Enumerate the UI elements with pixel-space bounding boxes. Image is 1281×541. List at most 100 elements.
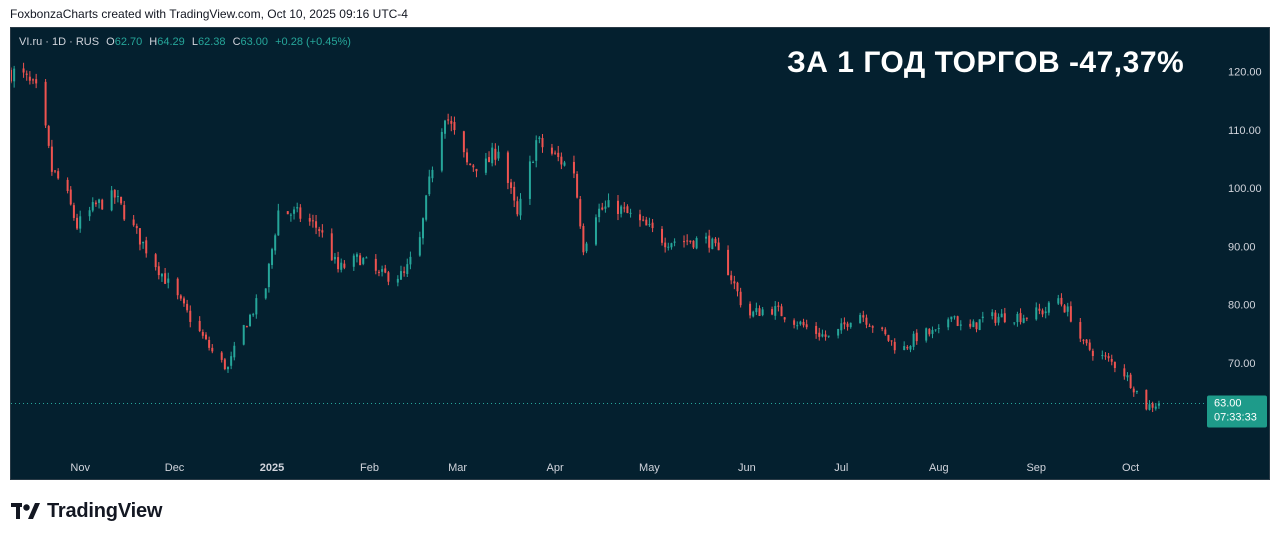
candle-body xyxy=(761,309,764,316)
candle-body xyxy=(384,268,387,273)
candle-body xyxy=(736,282,739,292)
candle-body xyxy=(497,151,500,159)
candle-body xyxy=(840,323,843,331)
candle-body xyxy=(815,325,818,334)
candle-body xyxy=(506,152,509,183)
tradingview-logo-icon xyxy=(11,502,40,519)
candle-body xyxy=(623,207,626,209)
close-label: C xyxy=(232,36,241,48)
candle-body xyxy=(220,352,223,360)
candle-body xyxy=(494,148,497,160)
candle-body xyxy=(1126,375,1129,378)
candle-body xyxy=(308,218,311,222)
chart-panel[interactable]: 70.00 80.00 90.00 100.00 110.00 120.00 Nov Dec 2… xyxy=(10,27,1270,480)
candle-body xyxy=(201,332,204,336)
candle-body xyxy=(560,156,563,165)
candle-body xyxy=(947,319,950,328)
candle-body xyxy=(337,257,340,270)
candle-body xyxy=(374,258,377,271)
candle-body xyxy=(887,334,890,341)
x-tick-label: Jul xyxy=(834,462,848,474)
candle-body xyxy=(639,214,641,221)
candle-body xyxy=(925,328,928,341)
candle-body xyxy=(11,69,12,82)
candle-body xyxy=(843,322,846,325)
x-tick-label: Oct xyxy=(1122,462,1139,474)
candle-body xyxy=(1041,310,1044,315)
candle-body xyxy=(50,146,53,172)
candle-body xyxy=(516,201,519,215)
candle-body xyxy=(157,266,160,276)
candle-body xyxy=(355,254,358,257)
candle-body xyxy=(69,189,72,205)
candle-body xyxy=(198,320,201,332)
candle-body xyxy=(859,314,862,324)
candle-body xyxy=(670,243,673,248)
x-tick-label: Aug xyxy=(929,462,949,474)
candle-body xyxy=(142,241,145,244)
candle-body xyxy=(686,240,689,242)
candle-body xyxy=(406,264,409,274)
candle-body xyxy=(145,240,148,254)
candle-body xyxy=(333,256,336,260)
candle-body xyxy=(399,271,402,280)
candle-body xyxy=(22,68,25,73)
candle-body xyxy=(1151,403,1154,408)
candle-body xyxy=(132,219,135,226)
candle-body xyxy=(462,131,465,153)
candle-body xyxy=(164,273,167,284)
candle-body xyxy=(519,198,522,216)
candle-body xyxy=(956,316,959,326)
candle-body xyxy=(1145,389,1148,410)
candle-body xyxy=(928,328,931,335)
candle-body xyxy=(47,126,50,146)
candle-body xyxy=(138,228,141,245)
candle-body xyxy=(1035,307,1038,320)
candle-body xyxy=(79,216,82,229)
candle-body xyxy=(154,254,157,268)
candle-body xyxy=(620,206,623,214)
candle-body xyxy=(204,334,207,340)
candle-body xyxy=(321,230,324,233)
candle-body xyxy=(377,271,380,273)
candle-body xyxy=(1069,306,1072,322)
candle-body xyxy=(233,345,236,358)
candle-body xyxy=(730,275,733,281)
candle-body xyxy=(1091,350,1094,356)
candle-body xyxy=(211,347,214,352)
candle-body xyxy=(893,341,896,351)
candle-body xyxy=(1016,313,1019,323)
candle-body xyxy=(488,157,491,163)
candle-body xyxy=(472,165,475,168)
candle-body xyxy=(186,303,189,311)
candle-body xyxy=(440,131,443,171)
candle-body xyxy=(1038,308,1041,311)
candle-body xyxy=(642,219,645,221)
candle-body xyxy=(683,241,686,243)
candle-body xyxy=(271,249,274,266)
candle-body xyxy=(582,225,585,253)
candle-body xyxy=(796,325,799,327)
candlestick-plot[interactable]: 70.00 80.00 90.00 100.00 110.00 120.00 Nov Dec 2… xyxy=(11,28,1269,479)
candle-body xyxy=(123,205,126,220)
tradingview-logo[interactable]: TradingView xyxy=(11,499,162,523)
candle-body xyxy=(72,205,75,218)
candle-body xyxy=(818,332,821,337)
ohlc-legend: VI.ru · 1D · RUS O62.70 H64.29 L62.38 C6… xyxy=(19,36,351,48)
candle-body xyxy=(264,288,267,299)
y-tick-label: 100.00 xyxy=(1228,183,1262,195)
candle-body xyxy=(727,249,730,276)
candle-body xyxy=(579,199,582,227)
candle-body xyxy=(94,202,97,205)
candle-body xyxy=(997,316,1000,323)
candle-body xyxy=(208,339,211,348)
candle-body xyxy=(903,346,906,351)
candle-body xyxy=(959,324,962,326)
candle-body xyxy=(230,356,233,366)
candle-body xyxy=(421,218,424,239)
brand-name: TradingView xyxy=(47,499,163,522)
price-badge xyxy=(1207,395,1267,428)
candle-body xyxy=(223,359,226,370)
y-tick-label: 70.00 xyxy=(1228,358,1256,370)
symbol-label[interactable]: VI.ru · 1D · RUS xyxy=(19,36,100,48)
